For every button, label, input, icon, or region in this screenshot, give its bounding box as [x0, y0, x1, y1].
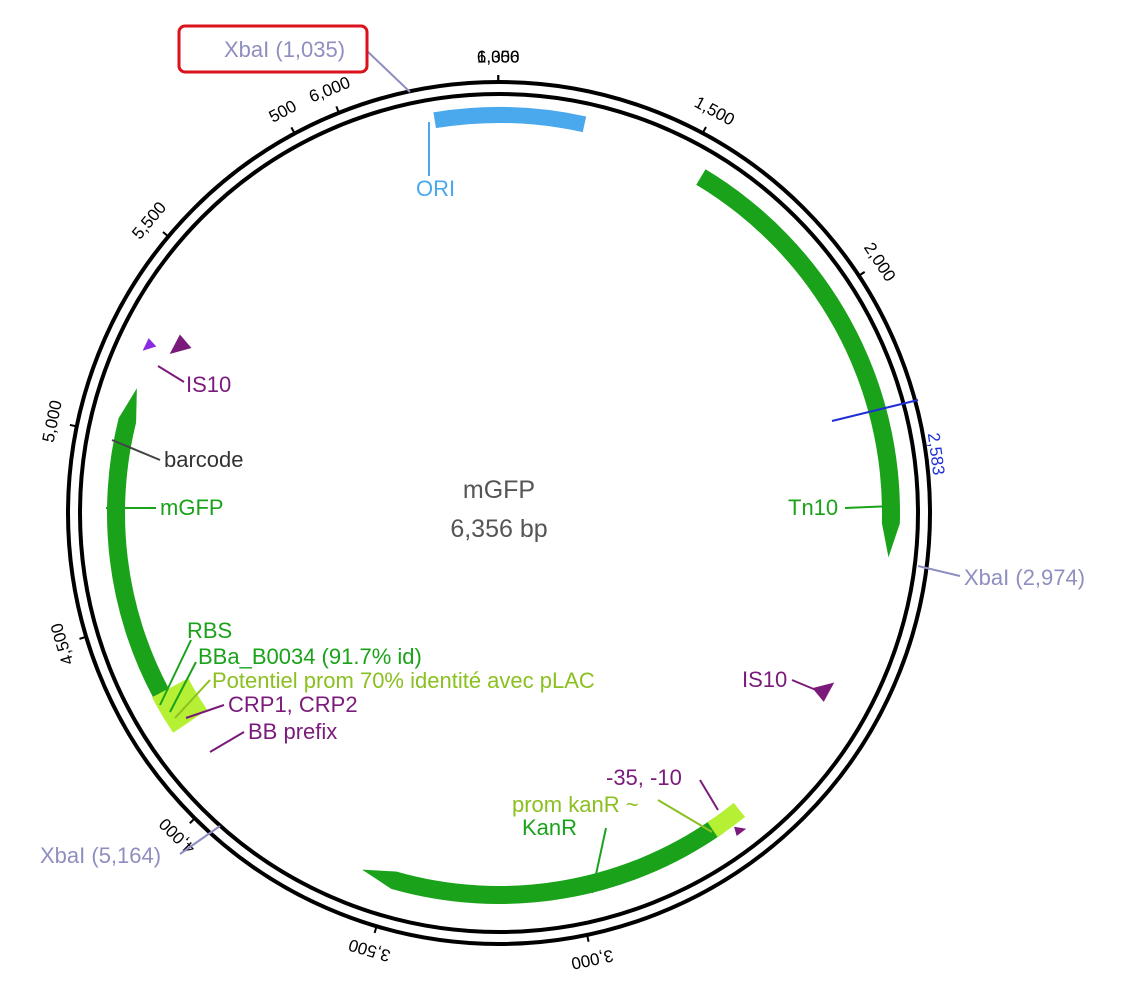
potentiel-leader — [174, 679, 211, 719]
tick-mark — [373, 925, 378, 934]
tick-mark — [69, 423, 78, 428]
is10-right-marker — [812, 682, 835, 702]
tick-label: 1,500 — [691, 93, 737, 130]
barcode-label: barcode — [164, 447, 244, 472]
xbai-5164-label: XbaI (5,164) — [40, 843, 161, 868]
plasmid-size: 6,356 bp — [450, 515, 547, 543]
backbone-outer-ring — [66, 80, 932, 946]
bba-leader — [169, 661, 197, 713]
tick-mark — [701, 126, 707, 134]
tn10-leader — [844, 505, 893, 509]
prom-kanr-leader — [657, 799, 713, 833]
tick-label: 3,500 — [346, 935, 392, 965]
tick-label: 5,000 — [39, 399, 66, 444]
ori-label: ORI — [416, 176, 455, 201]
restriction-site-labels: XbaI (1,035) XbaI (2,974) XbaI (5,164) — [40, 37, 1085, 868]
is10-side-marker — [142, 338, 157, 351]
bba-label: BBa_B0034 (91.7% id) — [198, 644, 422, 669]
xbai-5164-leader — [179, 825, 221, 855]
is10-top-leader — [157, 365, 185, 383]
position-2583-leader — [831, 399, 919, 422]
tick-label: 6,356 — [477, 47, 520, 66]
prom-kanr-label: prom kanR ~ — [512, 792, 639, 817]
mgfp-feature — [107, 388, 169, 698]
crp-label: CRP1, CRP2 — [228, 692, 358, 717]
tick-label: 5,500 — [128, 198, 170, 243]
bb-prefix-leader — [209, 731, 245, 753]
crp-leader — [185, 704, 225, 719]
plasmid-name: mGFP — [463, 476, 535, 504]
tick-label: 1,000 — [477, 47, 520, 66]
xbai-2974-leader — [917, 565, 961, 577]
kanr-feature — [362, 818, 724, 904]
is10-right-label: IS10 — [742, 667, 787, 692]
rbs-leader — [159, 639, 192, 706]
tick-label: 6,000 — [306, 73, 353, 106]
mgfp-feature-label: mGFP — [160, 495, 224, 520]
bb-prefix-label: BB prefix — [248, 719, 337, 744]
tick-mark — [290, 126, 296, 134]
tick-mark — [335, 105, 340, 114]
tick-label: 500 — [266, 96, 300, 126]
potentiel-label: Potentiel prom 70% identité avec pLAC — [212, 668, 595, 693]
minus35-marker — [734, 826, 747, 837]
feature-layer — [107, 107, 901, 904]
xbai-1035-leader — [365, 49, 411, 93]
minus35-label: -35, -10 — [606, 765, 682, 790]
tick-label: 2,000 — [860, 239, 899, 285]
tick-mark — [79, 635, 87, 640]
tn10-label: Tn10 — [788, 495, 838, 520]
tick-mark — [586, 934, 590, 942]
highlight-box — [177, 24, 369, 74]
ori-feature — [433, 107, 587, 133]
xbai-1035-label: XbaI (1,035) — [224, 37, 345, 62]
backbone — [66, 80, 932, 946]
tick-mark — [858, 271, 866, 277]
is10-top-marker — [169, 334, 192, 354]
prom-kanr-feature — [707, 802, 746, 838]
barcode-leader — [111, 439, 161, 461]
is10-top-label: IS10 — [186, 372, 231, 397]
kanr-leader — [591, 827, 607, 894]
tick-mark — [162, 231, 169, 238]
feature-labels: ORI Tn10 IS10 IS10 barcode mGFP RBS BBa_… — [160, 176, 838, 840]
rbs-label: RBS — [187, 618, 232, 643]
minus35-leader — [699, 779, 719, 811]
leader-lines — [106, 49, 961, 894]
tick-mark — [189, 817, 196, 824]
tick-label: 4,500 — [47, 621, 77, 667]
kanr-label: KanR — [522, 815, 577, 840]
tn10-feature — [696, 169, 901, 558]
xbai-2974-label: XbaI (2,974) — [964, 565, 1085, 590]
is10-right-leader — [791, 679, 817, 691]
backbone-inner-ring — [78, 92, 920, 934]
tick-label: 3,000 — [569, 946, 615, 973]
